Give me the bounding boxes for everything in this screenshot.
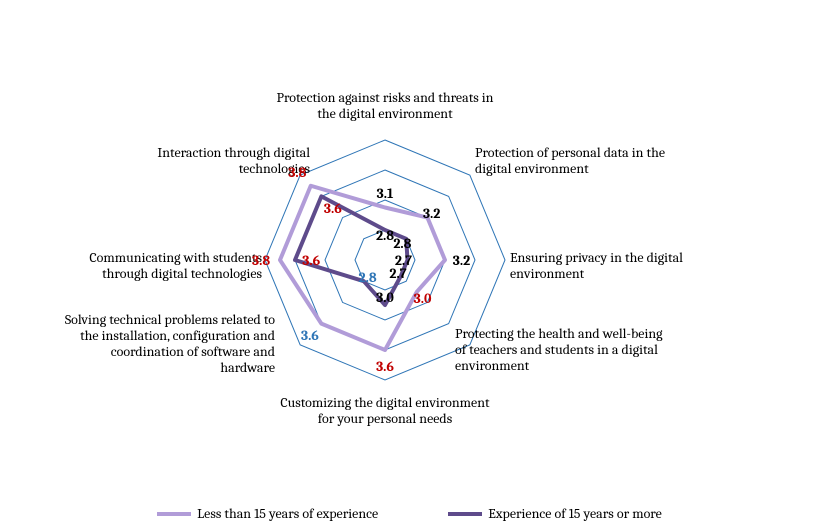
value-label: 3.0	[365, 289, 405, 306]
legend-item-series-a: Less than 15 years of experience	[157, 505, 378, 522]
value-label: 3.8	[277, 164, 317, 181]
axis-label: Protection against risks and threats in …	[275, 90, 495, 122]
value-label: 3.6	[290, 327, 330, 344]
value-label: 3.6	[313, 200, 353, 217]
value-label: 3.1	[365, 185, 405, 202]
axis-label: Customizing the digital environment for …	[275, 395, 495, 427]
legend-swatch-b	[448, 512, 482, 516]
axis-label: Solving technical problems related to th…	[55, 312, 275, 376]
legend: Less than 15 years of experience Experie…	[0, 505, 819, 522]
value-label: 3.0	[403, 290, 443, 307]
value-label: 3.2	[412, 205, 452, 222]
axis-label: Communicating with students through digi…	[42, 250, 262, 282]
legend-label-a: Less than 15 years of experience	[197, 505, 378, 522]
axis-label: Ensuring privacy in the digital environm…	[510, 250, 730, 282]
radar-chart-container: Protection against risks and threats in …	[0, 0, 819, 530]
legend-label-b: Experience of 15 years or more	[488, 505, 662, 522]
value-label: 3.8	[241, 252, 281, 269]
legend-item-series-b: Experience of 15 years or more	[448, 505, 662, 522]
value-label: 2.8	[382, 235, 422, 252]
axis-label: Protection of personal data in the digit…	[475, 145, 695, 177]
value-label: 3.6	[291, 252, 331, 269]
value-label: 2.8	[348, 269, 388, 286]
value-label: 3.6	[365, 358, 405, 375]
axis-label: Protecting the health and well-being of …	[455, 326, 675, 374]
value-label: 3.2	[442, 252, 482, 269]
legend-swatch-a	[157, 512, 191, 516]
